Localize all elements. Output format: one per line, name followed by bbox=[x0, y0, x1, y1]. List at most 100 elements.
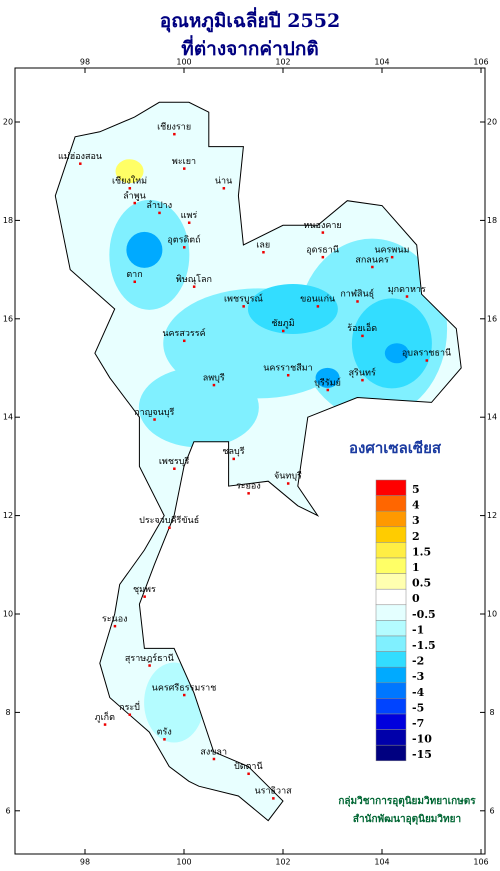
province-label: พะเยา bbox=[172, 157, 196, 167]
legend-label: -7 bbox=[412, 717, 424, 730]
province-label: กาฬสินธุ์ bbox=[340, 288, 374, 300]
shade-area bbox=[115, 159, 144, 184]
title: อุณหภูมิเฉลี่ยปี 2552 bbox=[160, 7, 340, 33]
title: ที่ต่างจากค่าปกติ bbox=[181, 35, 318, 60]
province-label: เชียงราย bbox=[157, 121, 191, 132]
credit: สำนักพัฒนาอุตุนิยมวิทยา bbox=[353, 813, 461, 825]
legend-label: 1 bbox=[412, 561, 420, 574]
province-label: ร้อยเอ็ด bbox=[347, 321, 377, 334]
province-label: แพร่ bbox=[181, 211, 198, 221]
station-dot bbox=[103, 723, 107, 726]
station-dot bbox=[242, 305, 245, 308]
lon-tick-label: 100 bbox=[176, 858, 191, 867]
province-label: นครราชสีมา bbox=[263, 363, 312, 374]
station-dot bbox=[371, 265, 374, 269]
station-dot bbox=[361, 378, 364, 382]
province-label: สุราษฎร์ธานี bbox=[125, 652, 174, 664]
anomaly-shading bbox=[109, 159, 448, 743]
station-dot bbox=[183, 693, 186, 697]
legend-swatch bbox=[375, 557, 407, 574]
lat-tick-label: 8 bbox=[5, 708, 10, 717]
legend-label: -2 bbox=[412, 655, 424, 668]
station-dot bbox=[133, 201, 136, 205]
lon-tick-label: 104 bbox=[374, 58, 389, 67]
lon-tick-label: 106 bbox=[473, 858, 488, 867]
province-label: เพชรบูรณ์ bbox=[224, 293, 263, 305]
station-dot bbox=[247, 492, 250, 495]
lat-tick-label: 12 bbox=[3, 511, 13, 520]
legend-swatch bbox=[375, 682, 407, 699]
station-dot bbox=[133, 280, 136, 284]
station-dot bbox=[316, 305, 320, 308]
legend-swatch bbox=[375, 729, 407, 746]
legend-unit: องศาเซลเซียส bbox=[349, 439, 442, 457]
shade-area bbox=[351, 298, 432, 389]
province-label: ตรัง bbox=[157, 728, 172, 738]
province-label: ชุมพร bbox=[133, 585, 156, 595]
province-label: ระนอง bbox=[102, 614, 128, 624]
station-dot bbox=[148, 664, 151, 667]
province-label: สกลนคร bbox=[355, 255, 389, 265]
province-label: น่าน bbox=[215, 177, 232, 187]
station-dot bbox=[212, 757, 216, 761]
province-label: ประจวบคีรีขันธ์ bbox=[139, 514, 199, 526]
station-dot bbox=[321, 231, 325, 234]
station-dot bbox=[173, 467, 176, 470]
coastline bbox=[54, 101, 462, 822]
station-dot bbox=[361, 334, 364, 338]
station-dot bbox=[128, 187, 132, 190]
province-label: บุรีรัมย์ bbox=[314, 376, 341, 388]
legend-label: 5 bbox=[412, 483, 420, 496]
station-dot bbox=[113, 624, 117, 628]
station-dot bbox=[173, 132, 176, 136]
province-label: สงขลา bbox=[200, 747, 227, 757]
province-label: สุรินทร์ bbox=[349, 366, 376, 378]
station-dot bbox=[425, 359, 429, 362]
legend-label: 0 bbox=[412, 592, 420, 605]
station-dot bbox=[272, 797, 275, 800]
station-dot bbox=[405, 295, 409, 298]
province-label: ชัยภูมิ bbox=[271, 318, 294, 329]
legend-swatch bbox=[375, 651, 407, 668]
legend-swatch bbox=[375, 479, 407, 496]
lat-tick-label: 18 bbox=[3, 216, 13, 225]
legend-swatch bbox=[375, 573, 407, 590]
province-label: ภูเก็ต bbox=[95, 710, 115, 723]
legend-label: -1 bbox=[412, 623, 424, 636]
lat-tick-label: 14 bbox=[487, 413, 497, 422]
station-dot bbox=[321, 255, 325, 259]
lat-tick-label: 6 bbox=[5, 806, 10, 815]
shade-area bbox=[315, 367, 340, 388]
lat-tick-label: 6 bbox=[489, 806, 494, 815]
legend-swatch bbox=[375, 635, 407, 652]
station-dot bbox=[326, 388, 330, 392]
lat-tick-label: 20 bbox=[3, 118, 13, 127]
legend-swatch bbox=[375, 495, 407, 512]
lon-tick-label: 98 bbox=[80, 858, 90, 867]
lat-tick-label: 20 bbox=[487, 118, 497, 127]
station-dot bbox=[79, 162, 82, 165]
province-label: จันทบุรี bbox=[274, 471, 302, 482]
lon-tick-label: 100 bbox=[176, 58, 191, 67]
shade-area bbox=[126, 231, 163, 268]
credit: กลุ่มวิชาการอุตุนิยมวิทยาเกษตร bbox=[338, 795, 476, 807]
province-label: ปัตตานี bbox=[234, 761, 263, 772]
province-label: ระยอง bbox=[236, 482, 261, 492]
legend-label: -1.5 bbox=[412, 639, 436, 652]
shade-area bbox=[138, 367, 259, 448]
lat-tick-label: 18 bbox=[487, 216, 497, 225]
station-dot bbox=[222, 187, 226, 190]
legend-swatch bbox=[375, 713, 407, 730]
legend-label: -15 bbox=[412, 748, 432, 761]
lon-tick-label: 102 bbox=[275, 858, 290, 867]
station-dot bbox=[187, 221, 191, 224]
station-dot bbox=[192, 285, 196, 288]
legend-label: 2 bbox=[412, 530, 420, 543]
legend-label: -3 bbox=[412, 670, 424, 683]
station-dot bbox=[128, 713, 132, 716]
legend-label: 1.5 bbox=[412, 545, 431, 558]
station-dot bbox=[143, 595, 146, 598]
province-label: เลย bbox=[256, 241, 270, 251]
legend-label: -0.5 bbox=[412, 608, 436, 621]
